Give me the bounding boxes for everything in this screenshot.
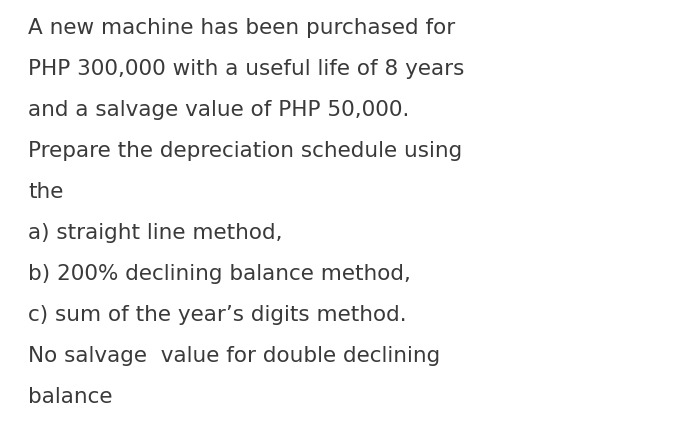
Text: a) straight line method,: a) straight line method, <box>28 223 282 243</box>
Text: c) sum of the year’s digits method.: c) sum of the year’s digits method. <box>28 305 407 325</box>
Text: A new machine has been purchased for: A new machine has been purchased for <box>28 18 455 38</box>
Text: Prepare the depreciation schedule using: Prepare the depreciation schedule using <box>28 141 462 161</box>
Text: and a salvage value of PHP 50,000.: and a salvage value of PHP 50,000. <box>28 100 409 120</box>
Text: PHP 300,000 with a useful life of 8 years: PHP 300,000 with a useful life of 8 year… <box>28 59 464 79</box>
Text: No salvage  value for double declining: No salvage value for double declining <box>28 346 440 366</box>
Text: the: the <box>28 182 63 202</box>
Text: balance: balance <box>28 387 112 407</box>
Text: b) 200% declining balance method,: b) 200% declining balance method, <box>28 264 411 284</box>
